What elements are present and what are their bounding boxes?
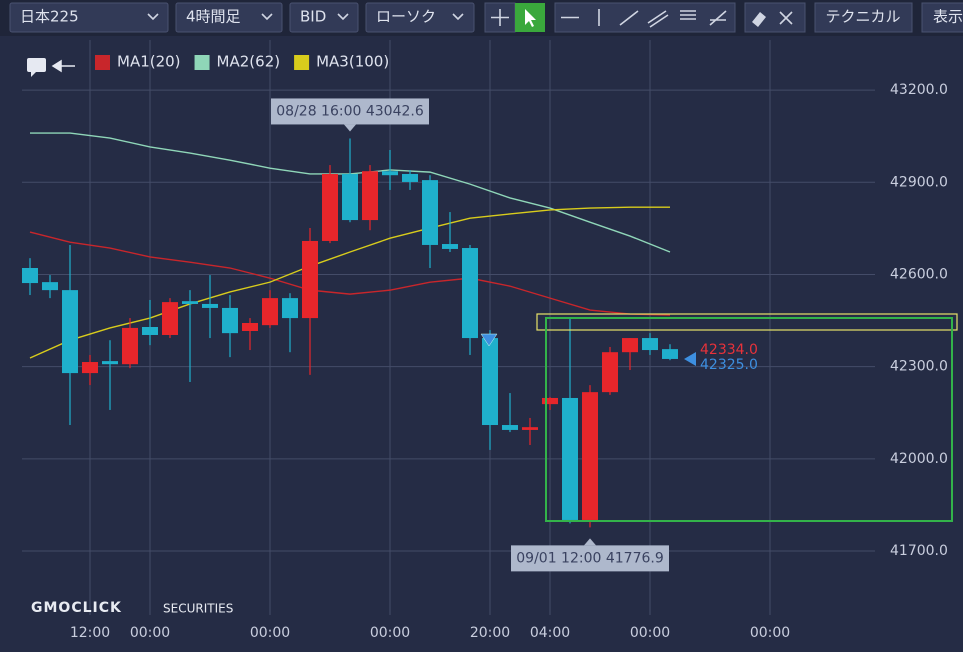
candle-body bbox=[222, 307, 238, 334]
eraser-tools[interactable] bbox=[744, 2, 806, 33]
candle-body bbox=[322, 173, 338, 241]
candle-body bbox=[202, 303, 218, 308]
line-tools[interactable] bbox=[554, 2, 736, 33]
candle-body bbox=[302, 240, 318, 319]
x-tick-label: 00:00 bbox=[750, 625, 790, 641]
legend-label: MA1(20) bbox=[117, 53, 181, 71]
x-tick-label: 20:00 bbox=[470, 625, 510, 641]
annotation-pointer bbox=[344, 124, 356, 132]
range-box bbox=[545, 317, 953, 522]
x-tick-label: 12:00 bbox=[70, 625, 110, 641]
technical-button[interactable]: テクニカル bbox=[814, 2, 913, 33]
crosshair-button[interactable] bbox=[484, 2, 516, 33]
symbol-select[interactable]: 日本225 bbox=[9, 2, 169, 33]
candle-body bbox=[82, 362, 98, 374]
highlight-box bbox=[536, 313, 958, 331]
y-tick-label: 42900.0 bbox=[890, 174, 948, 190]
price-annotation: 09/01 12:00 41776.9 bbox=[511, 538, 669, 572]
legend-swatch bbox=[294, 55, 310, 70]
candle-body bbox=[562, 397, 578, 520]
price-type-select[interactable]: BID bbox=[289, 2, 359, 33]
logo-brand: GMOCLICK bbox=[31, 600, 122, 616]
candle-body bbox=[642, 338, 658, 351]
annotation-pointer bbox=[584, 538, 596, 546]
plot: 43200.0 42900.0 42600.0 42300.0 42000.0 41700… bbox=[22, 40, 948, 641]
candle-body bbox=[62, 290, 78, 374]
y-tick-label: 43200.0 bbox=[890, 82, 948, 98]
x-tick-label: 00:00 bbox=[370, 625, 410, 641]
logo-suffix: SECURITIES bbox=[163, 602, 233, 616]
candle-body bbox=[242, 323, 258, 331]
candle-body bbox=[522, 427, 538, 430]
annotation-label: 09/01 12:00 41776.9 bbox=[516, 550, 664, 566]
candle-body bbox=[22, 268, 38, 284]
candle-body bbox=[342, 173, 358, 221]
signal-marker bbox=[480, 333, 498, 347]
candle-body bbox=[382, 171, 398, 176]
annotation-box bbox=[511, 545, 669, 572]
ma-line bbox=[29, 206, 670, 359]
x-tick-label: 00:00 bbox=[250, 625, 290, 641]
candle-body bbox=[442, 244, 458, 249]
y-tick-label: 42600.0 bbox=[890, 266, 948, 282]
candle-body bbox=[142, 326, 158, 335]
cursor-button[interactable] bbox=[515, 3, 545, 32]
legend-swatch bbox=[194, 55, 210, 70]
display[interactable]: 表示 bbox=[933, 8, 963, 26]
candle-body bbox=[122, 327, 138, 365]
candle-body bbox=[462, 248, 478, 339]
legend-swatch bbox=[95, 55, 110, 70]
x-tick-label: 00:00 bbox=[130, 625, 170, 641]
ma-line bbox=[29, 231, 671, 316]
timeframe-select[interactable]: 4時間足 bbox=[175, 2, 283, 33]
x-tick-label: 04:00 bbox=[530, 625, 570, 641]
candle-body bbox=[282, 298, 298, 319]
price-label: 42325.0 bbox=[700, 357, 758, 373]
candle-body bbox=[542, 397, 558, 405]
candle-body bbox=[42, 282, 58, 291]
price-label: 42334.0 bbox=[700, 342, 758, 358]
y-tick-label: 41700.0 bbox=[890, 543, 948, 559]
chart-style-select[interactable]: ローソク bbox=[365, 2, 475, 33]
candle-body bbox=[502, 425, 518, 430]
timeframe[interactable]: 4時間足 bbox=[186, 8, 241, 26]
candle-body bbox=[362, 171, 378, 221]
x-tick-label: 00:00 bbox=[630, 625, 670, 641]
y-tick-label: 42000.0 bbox=[890, 451, 948, 467]
candle-body bbox=[622, 338, 638, 353]
annotation-box bbox=[271, 98, 429, 125]
candle-body bbox=[402, 173, 418, 182]
candle-body bbox=[182, 301, 198, 304]
candle-body bbox=[162, 302, 178, 335]
candle-body bbox=[482, 338, 498, 426]
display-button[interactable]: 表示 bbox=[921, 2, 963, 33]
legend-icons bbox=[27, 58, 75, 77]
price-type[interactable]: BID bbox=[300, 8, 326, 26]
candle-body bbox=[102, 361, 118, 365]
price-pointer bbox=[684, 351, 696, 366]
candle-body bbox=[602, 352, 618, 393]
annotation-label: 08/28 16:00 43042.6 bbox=[276, 103, 424, 119]
price-annotation: 08/28 16:00 43042.6 bbox=[271, 98, 429, 132]
candle-body bbox=[582, 392, 598, 520]
candle-body bbox=[662, 349, 678, 359]
y-tick-label: 42300.0 bbox=[890, 359, 948, 375]
candle-body bbox=[422, 180, 438, 245]
symbol[interactable]: 日本225 bbox=[20, 8, 79, 26]
legend-label: MA2(62) bbox=[217, 53, 281, 71]
chart-style[interactable]: ローソク bbox=[376, 8, 436, 26]
candle-body bbox=[262, 298, 278, 326]
technical[interactable]: テクニカル bbox=[825, 8, 900, 26]
legend-label: MA3(100) bbox=[316, 53, 389, 71]
